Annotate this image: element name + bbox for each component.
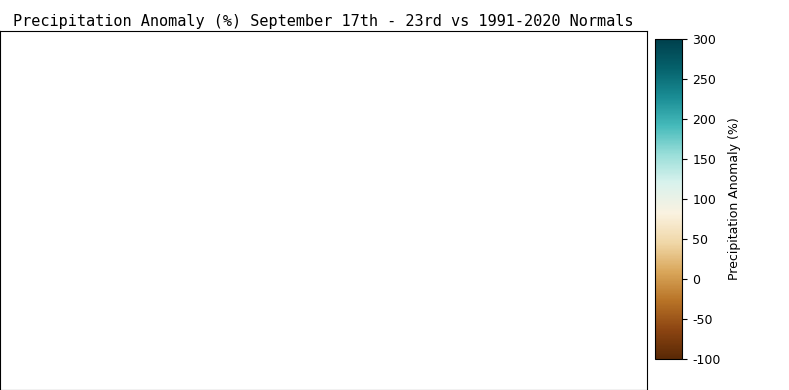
Y-axis label: Precipitation Anomaly (%): Precipitation Anomaly (%) [727,117,741,280]
Title: Precipitation Anomaly (%) September 17th - 23rd vs 1991-2020 Normals: Precipitation Anomaly (%) September 17th… [13,14,634,28]
